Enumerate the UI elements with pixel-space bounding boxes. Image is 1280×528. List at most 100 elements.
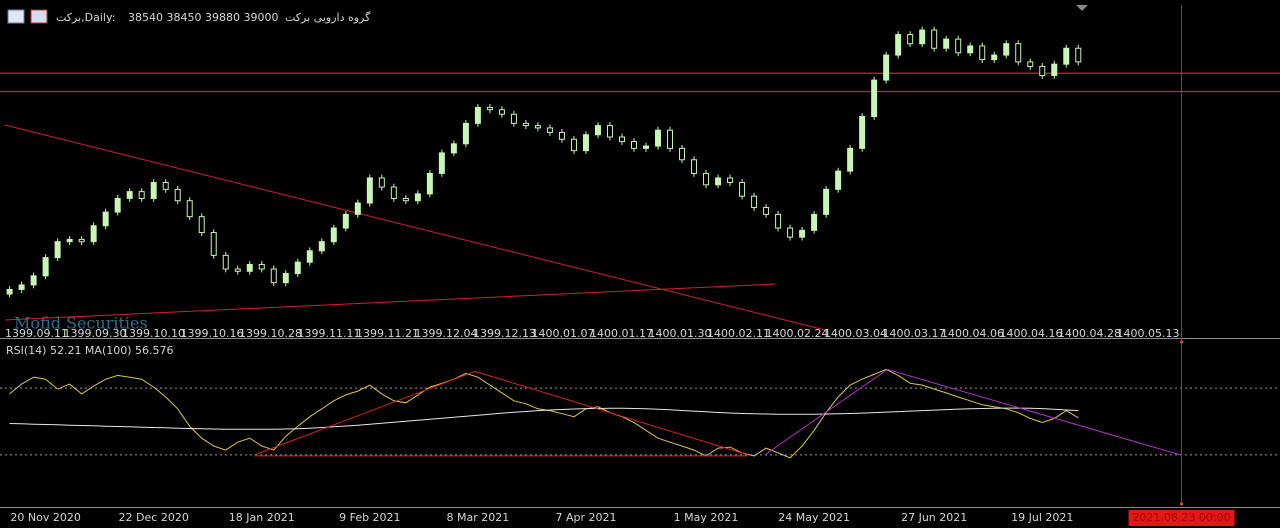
cursor-label: 2021.08.23 00:00 bbox=[1132, 511, 1230, 524]
candle-body bbox=[895, 34, 902, 56]
candle-body bbox=[462, 122, 469, 145]
candle-body bbox=[138, 191, 145, 199]
candle-body bbox=[582, 134, 589, 152]
candle-body bbox=[618, 136, 625, 143]
trend-line bbox=[4, 124, 826, 331]
candle-body bbox=[787, 227, 794, 238]
icon[interactable] bbox=[30, 9, 48, 24]
candle-body bbox=[282, 273, 289, 284]
x-tick-label-fa: 1400.04.28 bbox=[1058, 327, 1121, 340]
x-tick-label-fa: 1399.09.11 bbox=[5, 327, 68, 340]
x-tick-label-fa: 1399.10.28 bbox=[239, 327, 302, 340]
candle-body bbox=[679, 147, 686, 161]
candle-body bbox=[498, 109, 505, 115]
candle-body bbox=[90, 225, 97, 243]
candle-body bbox=[919, 29, 926, 45]
trend-line bbox=[4, 283, 776, 321]
x-tick-label: 18 Jan 2021 bbox=[229, 511, 295, 524]
candle-body bbox=[342, 213, 349, 229]
candle-body bbox=[691, 159, 698, 174]
candle-body bbox=[775, 213, 782, 229]
candle-body bbox=[114, 197, 121, 213]
candle-body bbox=[426, 172, 433, 195]
cursor-dot bbox=[1180, 502, 1184, 506]
x-tick-label: 24 May 2021 bbox=[778, 511, 850, 524]
candle-body bbox=[883, 54, 890, 81]
candle-body bbox=[1027, 61, 1034, 67]
candle-body bbox=[1015, 43, 1022, 63]
x-tick-label: 9 Feb 2021 bbox=[339, 511, 400, 524]
candle-body bbox=[823, 188, 830, 215]
x-tick-label-fa: 1400.03.04 bbox=[824, 327, 887, 340]
candle-body bbox=[931, 29, 938, 49]
x-tick-label-fa: 1399.11.11 bbox=[298, 327, 361, 340]
candle-body bbox=[390, 186, 397, 199]
candle-body bbox=[979, 45, 986, 61]
candle-body bbox=[606, 125, 613, 138]
x-tick-label: 20 Nov 2020 bbox=[10, 511, 80, 524]
x-tick-label-fa: 1399.12.04 bbox=[415, 327, 478, 340]
trend-line bbox=[474, 370, 749, 456]
x-tick-label-fa: 1399.12.13 bbox=[473, 327, 536, 340]
cursor-label-box bbox=[1128, 510, 1235, 526]
x-tick-label-fa: 1400.01.07 bbox=[532, 327, 595, 340]
candle-body bbox=[1003, 43, 1010, 56]
candle-body bbox=[847, 147, 854, 172]
candle-body bbox=[522, 122, 529, 127]
icon[interactable] bbox=[7, 9, 25, 24]
candle-body bbox=[258, 263, 265, 270]
candle-body bbox=[450, 143, 457, 154]
candle-body bbox=[703, 172, 710, 186]
candle-body bbox=[186, 200, 193, 218]
x-tick-label-fa: 1399.10.16 bbox=[181, 327, 244, 340]
candle-body bbox=[594, 125, 601, 136]
candle-body bbox=[811, 213, 818, 231]
candle-body bbox=[859, 116, 866, 149]
candle-body bbox=[6, 288, 13, 295]
candle-body bbox=[42, 257, 49, 277]
x-tick-label: 7 Apr 2021 bbox=[555, 511, 616, 524]
indicator-line bbox=[9, 407, 1079, 430]
candle-body bbox=[78, 238, 85, 243]
candle-body bbox=[546, 127, 553, 133]
candle-body bbox=[294, 261, 301, 275]
x-tick-label: 1 May 2021 bbox=[674, 511, 739, 524]
x-tick-label: 19 Jul 2021 bbox=[1011, 511, 1073, 524]
candle-body bbox=[655, 129, 662, 147]
candle-body bbox=[234, 268, 241, 272]
x-tick-label-fa: 1400.05.13 bbox=[1117, 327, 1180, 340]
x-tick-label-fa: 1399.10.10 bbox=[122, 327, 185, 340]
candle-body bbox=[246, 263, 253, 272]
candle-body bbox=[330, 227, 337, 243]
candle-body bbox=[763, 207, 770, 215]
candle-body bbox=[210, 232, 217, 256]
x-tick-label: 8 Mar 2021 bbox=[447, 511, 510, 524]
x-tick-label-fa: 1400.04.16 bbox=[1000, 327, 1063, 340]
candle-body bbox=[126, 191, 133, 199]
x-tick-label-fa: 1399.09.30 bbox=[64, 327, 127, 340]
candle-body bbox=[150, 182, 157, 199]
candle-body bbox=[366, 177, 373, 204]
candle-body bbox=[739, 182, 746, 197]
x-tick-label-fa: 1400.01.30 bbox=[649, 327, 712, 340]
indicator-title: RSI(14) 52.21 MA(100) 56.576 bbox=[6, 344, 174, 357]
candle-body bbox=[955, 38, 962, 54]
candle-body bbox=[799, 229, 806, 238]
candle-body bbox=[162, 182, 169, 190]
candle-body bbox=[222, 254, 229, 270]
candle-body bbox=[1075, 47, 1082, 63]
x-tick-label-fa: 1400.04.06 bbox=[941, 327, 1004, 340]
candle-body bbox=[102, 211, 109, 227]
candle-body bbox=[438, 152, 445, 174]
x-tick-label-fa: 1399.11.21 bbox=[356, 327, 419, 340]
candle-body bbox=[306, 250, 313, 263]
candle-body bbox=[54, 241, 61, 259]
candle-body bbox=[30, 275, 37, 286]
candle-body bbox=[534, 125, 541, 129]
candle-body bbox=[871, 79, 878, 118]
candle-body bbox=[318, 241, 325, 252]
x-tick-label-fa: 1400.02.24 bbox=[766, 327, 829, 340]
symbol-label: برکت,Daily: bbox=[56, 11, 115, 24]
